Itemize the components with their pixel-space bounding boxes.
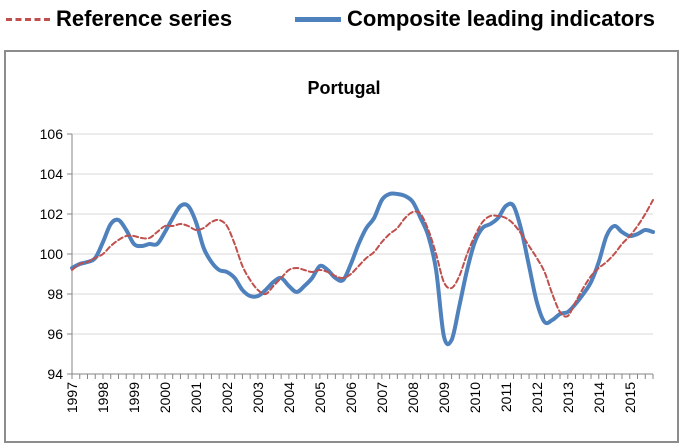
x-tick-label: 2010 xyxy=(467,382,483,413)
y-tick-label: 106 xyxy=(40,126,64,142)
x-tick-label: 1998 xyxy=(95,382,111,413)
legend-swatch-reference xyxy=(6,17,50,21)
y-tick-label: 98 xyxy=(47,286,63,302)
chart-title: Portugal xyxy=(307,78,380,98)
x-tick-label: 2005 xyxy=(312,382,328,413)
y-axis-ticks: 94 96 98 100 102 104 106 xyxy=(40,126,72,382)
y-tick-label: 104 xyxy=(40,166,64,182)
legend-item-reference: Reference series xyxy=(6,4,232,34)
legend-label-reference: Reference series xyxy=(56,6,233,31)
x-tick-label: 2000 xyxy=(157,382,173,413)
x-tick-label: 2007 xyxy=(374,382,390,413)
series-line-cli xyxy=(70,191,655,347)
x-tick-label: 2001 xyxy=(188,382,204,413)
x-tick-label: 2012 xyxy=(529,382,545,413)
chart-legend: Reference series Composite leading indic… xyxy=(0,0,685,44)
legend-swatch-cli xyxy=(295,16,341,22)
x-tick-label: 2004 xyxy=(281,382,297,413)
x-tick-label: 2009 xyxy=(436,382,452,413)
x-tick-label: 2014 xyxy=(591,382,607,413)
series-lines xyxy=(70,191,655,347)
x-tick-label: 2013 xyxy=(560,382,576,413)
x-tick-label: 2006 xyxy=(343,382,359,413)
y-tick-label: 100 xyxy=(40,246,64,262)
x-tick-label: 2002 xyxy=(219,382,235,413)
y-tick-label: 102 xyxy=(40,206,64,222)
x-tick-label: 1999 xyxy=(126,382,142,413)
x-tick-label: 2003 xyxy=(250,382,266,413)
x-tick-label: 2011 xyxy=(498,382,514,412)
x-tick-label: 1997 xyxy=(64,382,80,413)
chart-area: Portugal 94 96 98 100 102 104 106 1997 1998 1999… xyxy=(4,50,679,443)
x-tick-label: 2015 xyxy=(622,382,638,413)
legend-item-cli: Composite leading indicators xyxy=(295,4,655,34)
y-tick-label: 94 xyxy=(47,366,63,382)
line-chart: Portugal 94 96 98 100 102 104 106 1997 1998 1999… xyxy=(40,78,655,413)
gridlines xyxy=(72,133,653,375)
x-axis-ticks: 1997 1998 1999 2000 2001 2002 2003 2004 2005 2006… xyxy=(64,374,654,413)
x-tick-label: 2008 xyxy=(405,382,421,413)
y-tick-label: 96 xyxy=(47,326,63,342)
legend-label-cli: Composite leading indicators xyxy=(347,6,656,31)
series-line-reference xyxy=(71,199,654,318)
